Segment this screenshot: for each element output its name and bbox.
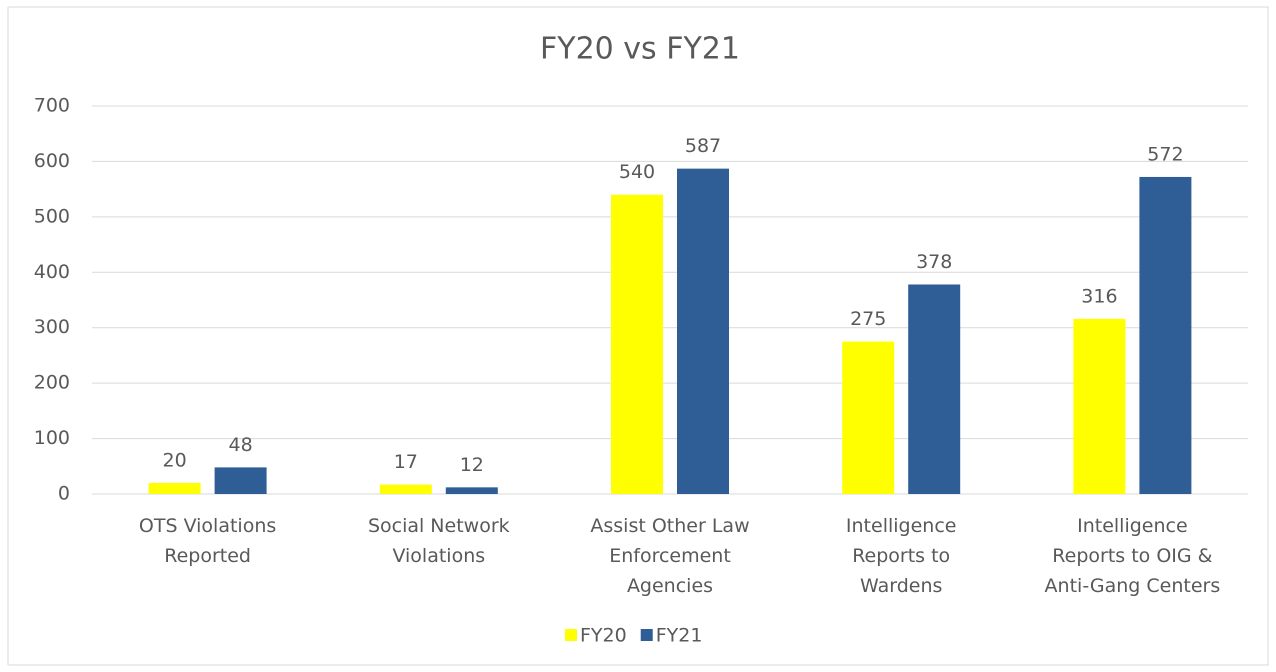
x-tick-line: OTS Violations [139,515,276,537]
y-tick-label: 700 [34,95,70,117]
x-tick-label: Intelligence Reports to Wardens [846,515,957,597]
y-tick-label: 300 [34,316,70,338]
data-label: 587 [685,135,721,157]
x-tick-label: Social Network Violations [368,515,510,567]
bar [445,487,498,494]
data-label: 17 [394,451,418,473]
x-tick-line: Intelligence [1077,515,1188,537]
x-tick-line: Enforcement [609,545,731,567]
chart-title: FY20 vs FY21 [540,32,740,67]
data-label: 540 [619,161,655,183]
x-tick-line: Wardens [860,575,942,597]
data-label: 20 [163,449,187,471]
x-tick-line: Reported [164,545,251,567]
y-tick-label: 0 [58,483,70,505]
data-label: 48 [229,434,253,456]
bar [1073,318,1126,494]
x-tick-label: OTS Violations Reported [139,515,276,567]
x-tick-line: Intelligence [846,515,957,537]
bar [379,484,432,494]
bar [1139,176,1192,494]
data-label: 275 [850,308,886,330]
bar [148,482,201,494]
x-tick-label: Intelligence Reports to OIG & Anti-Gang Ce… [1045,515,1221,597]
x-tick-line: Assist Other Law [590,515,749,537]
bar [214,467,267,494]
data-label: 12 [460,454,484,476]
legend-label: FY20 [580,625,627,647]
legend-swatch [565,629,577,641]
x-tick-line: Anti-Gang Centers [1045,575,1221,597]
y-tick-label: 400 [34,261,70,283]
x-tick-line: Reports to [852,545,950,567]
x-tick-line: Violations [392,545,485,567]
y-tick-label: 200 [34,372,70,394]
y-tick-label: 100 [34,427,70,449]
data-label: 378 [916,251,952,273]
bar [611,194,663,494]
data-label: 572 [1147,143,1183,165]
x-tick-line: Agencies [627,575,713,597]
y-tick-label: 600 [34,150,70,172]
bar [842,341,895,494]
legend-label: FY21 [656,625,703,647]
y-tick-label: 500 [34,205,70,227]
x-tick-label: Assist Other Law Enforcement Agencies [590,515,749,597]
x-tick-line: Social Network [368,515,510,537]
data-label: 316 [1081,285,1117,307]
x-tick-line: Reports to OIG & [1052,545,1212,567]
bar [908,284,961,494]
bar [677,168,729,495]
legend-swatch [640,629,653,641]
